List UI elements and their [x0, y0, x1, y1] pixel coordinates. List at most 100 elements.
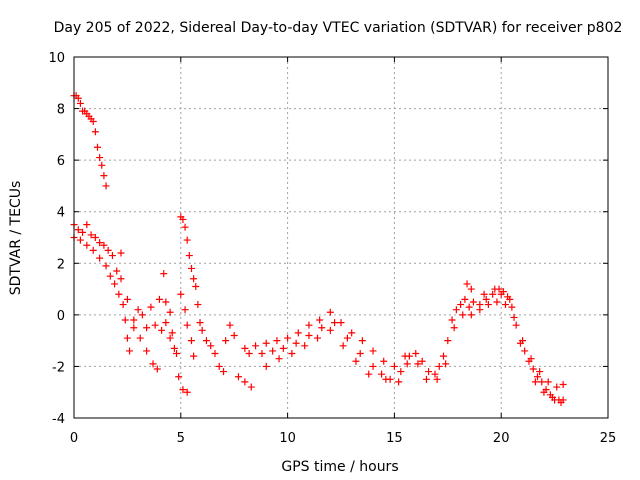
data-point	[138, 311, 146, 319]
data-point	[273, 337, 281, 345]
data-point	[493, 298, 501, 306]
data-point	[519, 337, 527, 345]
data-point	[480, 290, 488, 298]
x-tick-label: 0	[70, 431, 78, 446]
data-point	[177, 290, 185, 298]
data-point	[386, 375, 394, 383]
data-point	[326, 308, 334, 316]
data-point	[183, 321, 191, 329]
x-axis-label: GPS time / hours	[281, 459, 398, 475]
data-point	[143, 347, 151, 355]
data-point	[275, 355, 283, 363]
data-point	[245, 350, 253, 358]
data-point	[136, 334, 144, 342]
data-point	[467, 285, 475, 293]
data-point	[348, 329, 356, 337]
data-point	[115, 290, 123, 298]
data-point	[412, 350, 420, 358]
data-point	[149, 360, 157, 368]
data-point	[365, 370, 373, 378]
data-point	[166, 308, 174, 316]
data-point	[294, 329, 302, 337]
data-point	[153, 365, 161, 373]
data-point	[89, 246, 97, 254]
data-point	[196, 319, 204, 327]
data-point	[536, 368, 544, 376]
data-point	[100, 241, 108, 249]
data-point	[380, 357, 388, 365]
data-point	[121, 316, 129, 324]
data-point	[544, 378, 552, 386]
data-point	[98, 161, 106, 169]
data-point	[540, 388, 548, 396]
data-point	[433, 375, 441, 383]
data-point	[557, 399, 565, 407]
data-point	[96, 154, 104, 162]
data-point	[194, 301, 202, 309]
data-point	[538, 378, 546, 386]
chart-title: Day 205 of 2022, Sidereal Day-to-day VTE…	[54, 20, 623, 36]
data-point	[79, 228, 87, 236]
data-point	[484, 301, 492, 309]
data-point	[207, 342, 215, 350]
data-point	[292, 339, 300, 347]
data-point	[318, 324, 326, 332]
data-series	[70, 92, 567, 407]
data-point	[123, 334, 131, 342]
data-point	[111, 280, 119, 288]
data-point	[147, 303, 155, 311]
x-tick-label: 20	[493, 431, 510, 446]
data-point	[425, 368, 433, 376]
data-point	[548, 393, 556, 401]
plot-frame	[73, 56, 609, 419]
data-point	[435, 362, 443, 370]
data-point	[234, 373, 242, 381]
data-point	[553, 383, 561, 391]
data-point	[96, 254, 104, 262]
data-point	[397, 368, 405, 376]
data-point	[100, 172, 108, 180]
data-point	[450, 324, 458, 332]
y-tick-label: -4	[52, 412, 65, 427]
data-point	[173, 350, 181, 358]
data-point	[220, 368, 228, 376]
data-point	[489, 290, 497, 298]
data-point	[155, 295, 163, 303]
data-point	[179, 215, 187, 223]
data-point	[183, 388, 191, 396]
data-point	[104, 246, 112, 254]
data-point	[175, 373, 183, 381]
data-point	[230, 331, 238, 339]
data-point	[508, 303, 516, 311]
x-tick-label: 5	[177, 431, 185, 446]
data-point	[226, 321, 234, 329]
data-point	[187, 337, 195, 345]
data-point	[211, 350, 219, 358]
data-point	[422, 375, 430, 383]
data-point	[181, 223, 189, 231]
data-point	[378, 370, 386, 378]
data-point	[444, 337, 452, 345]
y-tick-label: 4	[57, 206, 65, 221]
data-point	[510, 313, 518, 321]
data-point	[331, 319, 339, 327]
data-point	[343, 334, 351, 342]
data-point	[83, 221, 91, 229]
data-point	[134, 306, 142, 314]
data-point	[215, 362, 223, 370]
data-point	[337, 319, 345, 327]
x-tick-label: 15	[386, 431, 403, 446]
y-tick-label: 6	[57, 154, 65, 169]
data-point	[158, 326, 166, 334]
data-point	[91, 234, 99, 241]
data-point	[74, 94, 82, 102]
data-point	[305, 321, 313, 329]
data-point	[269, 347, 277, 355]
data-point	[102, 182, 110, 190]
data-point	[358, 337, 366, 345]
data-point	[459, 311, 467, 319]
data-point	[192, 282, 200, 290]
data-point	[461, 295, 469, 303]
data-point	[247, 383, 255, 391]
